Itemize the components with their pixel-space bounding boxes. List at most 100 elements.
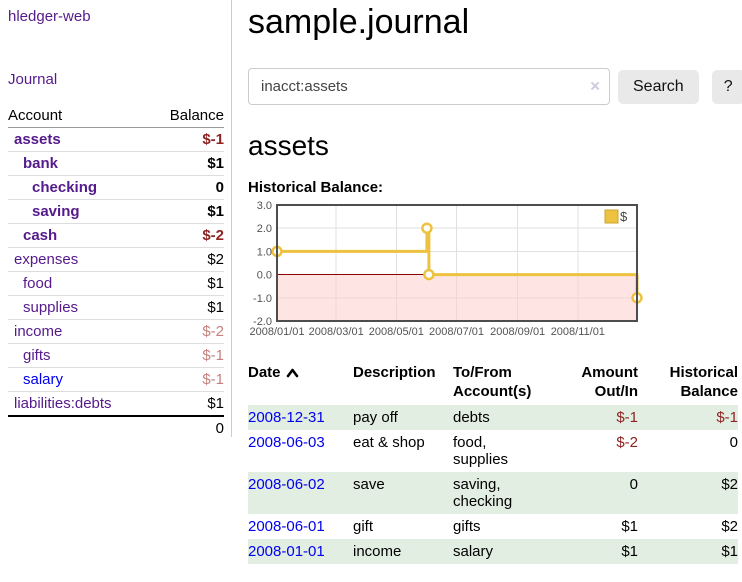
register-row: 2008-06-01 gift gifts $1 $2 [248,514,738,539]
sidebar-account-row: salary $-1 [8,367,224,392]
transaction-date-link[interactable]: 2008-06-03 [248,434,325,451]
sidebar-account-row: gifts $-1 [8,343,224,368]
legend-swatch [604,209,619,224]
account-balance: $2 [149,247,224,272]
account-name-cell: income [8,319,150,344]
sidebar-account-link[interactable]: expenses [14,251,79,268]
sidebar-account-row: saving $1 [8,199,224,224]
sidebar-account-link[interactable]: salary [23,371,64,388]
account-balance: $1 [149,295,224,320]
transaction-date-cell: 2008-01-01 [248,539,353,564]
transaction-amount: $1 [621,543,638,560]
account-balance: $-1 [149,367,224,392]
y-axis-tick: -2.0 [253,316,272,328]
account-balance: $1 [149,391,224,417]
sidebar-account-link[interactable]: checking [32,179,98,196]
transaction-date-link[interactable]: 2008-01-01 [248,543,325,560]
balance-column-header-main: Historical Balance [669,364,738,400]
x-axis-tick: 2008/05/01 [369,326,424,338]
account-name-cell: assets [8,127,150,152]
help-button[interactable]: ? [711,69,742,104]
accounts-table: Account Balance assets $-1 bank $1 checking 0… [8,104,224,440]
sidebar-account-row: assets $-1 [8,127,224,152]
x-axis-tick: 2008/07/01 [429,326,484,338]
account-name-cell: cash [8,223,150,248]
transaction-accounts: salary [453,543,494,560]
sidebar-account-row: liabilities:debts $1 [8,391,224,417]
account-balance: $-1 [149,343,224,368]
amount-column-header: Amount Out/In [581,364,638,400]
search-input[interactable] [248,68,610,105]
description-column-header: Description [353,364,436,381]
page: hledger-web Journal Account Balance asse… [8,0,742,564]
account-balance: $-2 [149,319,224,344]
accounts-column-header: To/From Account(s) [453,364,532,400]
y-axis-tick: 0.0 [257,270,272,282]
transaction-description: eat & shop [353,434,425,451]
register-row: 2008-06-03 eat & shop food, supplies $-2 0 [248,430,738,472]
account-balance: $-2 [149,223,224,248]
transaction-amount: $-1 [616,409,638,426]
y-axis-tick: 2.0 [257,223,272,235]
sidebar-account-link[interactable]: gifts [23,347,51,364]
transaction-amount: $1 [621,518,638,535]
sidebar-account-link[interactable]: saving [32,203,80,220]
search-button[interactable]: Search [618,69,699,104]
y-axis-tick: 3.0 [257,200,272,212]
historical-balance-label: Historical Balance: [248,179,384,196]
balance-column-header: Balance [149,104,224,128]
transaction-date-link[interactable]: 2008-12-31 [248,409,325,426]
transaction-accounts: food, supplies [453,434,509,468]
account-name-cell: saving [8,199,150,224]
search-form: × Search ? [248,68,742,105]
sidebar-item-journal[interactable]: Journal [8,71,58,88]
main-content: sample.journal × Search ? assets Histori… [232,0,742,564]
sidebar-account-row: cash $-2 [8,223,224,248]
transaction-balance: $1 [721,543,738,560]
x-axis-tick: 2008/01/01 [249,326,304,338]
sidebar-account-link[interactable]: bank [23,155,59,172]
sidebar-account-link[interactable]: income [14,323,63,340]
sidebar-account-link[interactable]: cash [23,227,58,244]
transaction-accounts: debts [453,409,490,426]
sidebar-account-link[interactable]: supplies [23,299,79,316]
transaction-description: pay off [353,409,398,426]
date-column-header[interactable]: Date [248,361,353,405]
transaction-description: income [353,543,402,560]
sidebar-account-link[interactable]: food [23,275,53,292]
account-balance: $1 [149,271,224,296]
accounts-total-value: 0 [149,415,224,440]
accounts-header-row: Account Balance [8,104,224,128]
sidebar-account-row: food $1 [8,271,224,296]
sidebar-account-row: supplies $1 [8,295,224,320]
transaction-amount: $-2 [616,434,638,451]
sidebar-account-link[interactable]: assets [14,131,61,148]
transaction-balance: $2 [721,518,738,535]
account-column-header: Account [8,104,150,128]
transaction-balance: $2 [721,476,738,493]
clear-search-icon[interactable]: × [590,76,600,96]
x-axis-tick: 2008/09/01 [490,326,545,338]
transaction-accounts: gifts [453,518,481,535]
account-name-cell: food [8,271,150,296]
transaction-date-link[interactable]: 2008-06-02 [248,476,325,493]
sidebar-account-link[interactable]: liabilities:debts [14,395,112,412]
account-balance: $1 [149,151,224,176]
account-name-cell: bank [8,151,150,176]
register-row: 2008-06-02 save saving, checking 0 $2 [248,472,738,514]
transaction-balance: $-1 [716,409,738,426]
search-input-wrap: × [248,68,610,105]
x-axis-tick: 2008/03/01 [309,326,364,338]
account-balance: $1 [149,199,224,224]
historical-balance-chart: $3.0 2.0 1.0 0.0 -1.0 -2.0 2008/01/01 2008/03/0… [248,200,742,341]
transaction-date-link[interactable]: 2008-06-01 [248,518,325,535]
x-axis-tick: 2008/11/01 [551,326,605,338]
account-heading: assets [248,130,329,161]
account-balance: 0 [149,175,224,200]
page-title: sample.journal [248,3,470,41]
register-row: 2008-12-31 pay off debts $-1 $-1 [248,405,738,430]
sidebar-account-row: expenses $2 [8,247,224,272]
account-name-cell: expenses [8,247,150,272]
app-brand-link[interactable]: hledger-web [8,8,91,25]
